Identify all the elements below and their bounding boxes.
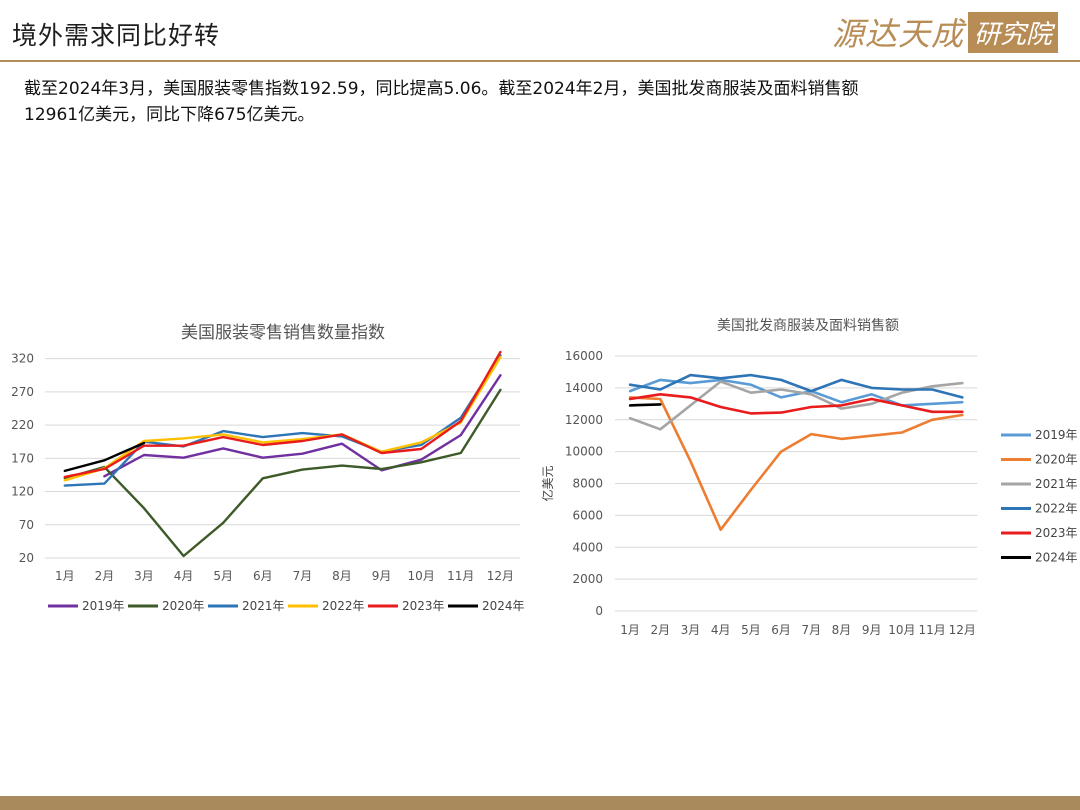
x-tick-label: 3月	[134, 569, 154, 583]
x-tick-label: 10月	[888, 623, 915, 637]
x-tick-label: 10月	[408, 569, 435, 583]
series-line-2023年	[628, 393, 964, 415]
legend-label: 2023年	[402, 599, 445, 613]
chart-title: 美国批发商服装及面料销售额	[717, 318, 899, 334]
summary-line-2: 12961亿美元，同比下降675亿美元。	[24, 105, 315, 125]
x-tick-label: 11月	[447, 569, 474, 583]
y-tick-label: 70	[19, 518, 34, 532]
legend-label: 2020年	[162, 599, 205, 613]
x-tick-label: 1月	[620, 623, 640, 637]
y-tick-label: 120	[11, 485, 34, 499]
y-tick-label: 6000	[572, 508, 603, 522]
page-title: 境外需求同比好转	[12, 21, 221, 50]
legend-label: 2020年	[1035, 453, 1078, 467]
legend-label: 2024年	[1035, 551, 1078, 565]
y-axis-label: 亿美元	[540, 465, 555, 501]
series-line-2024年	[63, 441, 146, 473]
series-line-2021年	[63, 354, 502, 487]
y-tick-label: 2000	[572, 572, 603, 586]
x-tick-label: 6月	[771, 623, 791, 637]
legend-label: 2021年	[242, 599, 285, 613]
x-tick-label: 4月	[174, 569, 194, 583]
y-tick-label: 10000	[565, 445, 603, 459]
series-line-2022年	[628, 373, 964, 399]
legend-label: 2022年	[322, 599, 365, 613]
y-tick-label: 0	[595, 604, 603, 618]
brand-logo: 源达天成 研究院	[831, 11, 1058, 53]
x-tick-label: 5月	[213, 569, 233, 583]
y-tick-label: 14000	[565, 381, 603, 395]
legend-label: 2019年	[82, 599, 125, 613]
series-line-2019年	[103, 374, 502, 478]
y-tick-label: 320	[11, 352, 34, 366]
series-line-2023年	[63, 350, 502, 479]
x-tick-label: 12月	[487, 569, 514, 583]
y-tick-label: 20	[19, 551, 34, 565]
x-tick-label: 3月	[681, 623, 701, 637]
x-tick-label: 9月	[862, 623, 882, 637]
x-tick-label: 7月	[293, 569, 313, 583]
legend-label: 2022年	[1035, 502, 1078, 516]
x-tick-label: 5月	[741, 623, 761, 637]
x-tick-label: 8月	[832, 623, 852, 637]
x-tick-label: 6月	[253, 569, 273, 583]
x-tick-label: 7月	[801, 623, 821, 637]
logo-badge: 研究院	[967, 11, 1058, 53]
y-tick-label: 12000	[565, 413, 603, 427]
y-tick-label: 270	[11, 385, 34, 399]
series-line-2020年	[628, 396, 964, 531]
x-tick-label: 12月	[949, 623, 976, 637]
y-tick-label: 16000	[565, 349, 603, 363]
legend-label: 2024年	[482, 599, 525, 613]
chart-title: 美国服装零售销售数量指数	[181, 323, 385, 343]
y-tick-label: 4000	[572, 540, 603, 554]
header-divider	[0, 60, 1080, 62]
footer-bar	[0, 796, 1080, 810]
y-tick-label: 8000	[572, 477, 603, 491]
series-line-2020年	[63, 388, 502, 558]
y-tick-label: 220	[11, 418, 34, 432]
legend-label: 2019年	[1035, 428, 1078, 442]
series-line-2019年	[628, 378, 964, 407]
x-tick-label: 2月	[650, 623, 670, 637]
summary-text: 截至2024年3月，美国服装零售指数192.59，同比提高5.06。截至2024…	[24, 76, 1024, 128]
series-line-2024年	[628, 403, 662, 407]
y-tick-label: 170	[11, 451, 34, 465]
summary-line-1: 截至2024年3月，美国服装零售指数192.59，同比提高5.06。截至2024…	[24, 79, 859, 99]
x-tick-label: 9月	[372, 569, 392, 583]
x-tick-label: 8月	[332, 569, 352, 583]
legend-label: 2021年	[1035, 477, 1078, 491]
x-tick-label: 11月	[918, 623, 945, 637]
series-line-2021年	[628, 380, 964, 431]
x-tick-label: 2月	[95, 569, 115, 583]
logo-text: 源达天成	[831, 15, 964, 53]
chart-apparel-retail-index: 美国服装零售销售数量指数 20 70 120 170 220 270 320 1月 2月 3月 4月 5…	[11, 323, 525, 613]
x-tick-label: 4月	[711, 623, 731, 637]
legend-label: 2023年	[1035, 526, 1078, 540]
x-tick-label: 1月	[55, 569, 75, 583]
